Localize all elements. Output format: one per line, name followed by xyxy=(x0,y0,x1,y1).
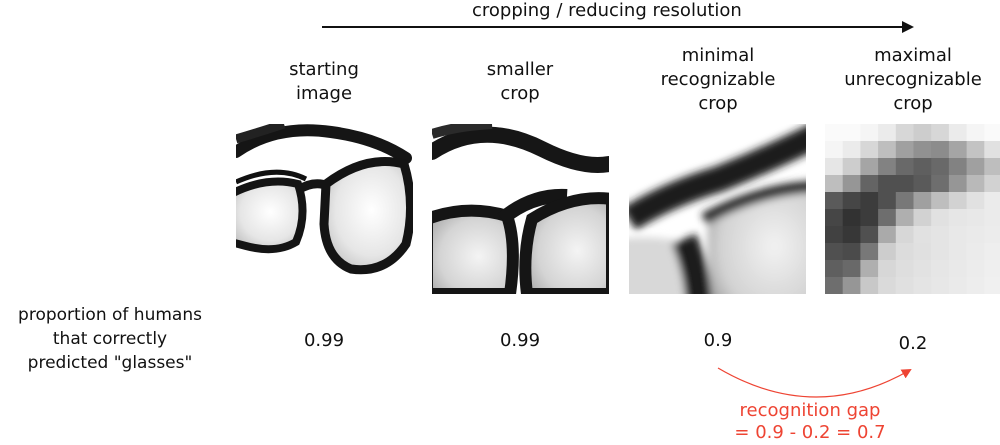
glasses-image-minimal-recognizable-crop xyxy=(629,124,806,294)
column-label-smaller-crop: smaller crop xyxy=(486,59,554,104)
column-label-minimal-recognizable-crop: minimal recognizable crop xyxy=(660,45,776,114)
value-starting-image: 0.99 xyxy=(303,330,345,351)
recognition-gap-arrow xyxy=(717,367,912,398)
row-label-human-accuracy: proportion of humans that correctly pred… xyxy=(18,305,202,373)
recognition-gap-label: recognition gap = 0.9 - 0.2 = 0.7 xyxy=(734,400,886,443)
glasses-image-maximal-unrecognizable-crop xyxy=(825,124,1000,294)
value-maximal-unrecognizable-crop: 0.2 xyxy=(898,333,928,354)
value-minimal-recognizable-crop: 0.9 xyxy=(703,330,733,351)
process-label: cropping / reducing resolution xyxy=(472,0,742,21)
column-label-maximal-unrecognizable-crop: maximal unrecognizable crop xyxy=(844,45,982,114)
glasses-image-starting xyxy=(236,124,413,294)
column-label-starting-image: starting image xyxy=(289,59,359,104)
value-smaller-crop: 0.99 xyxy=(499,330,541,351)
glasses-image-smaller-crop xyxy=(432,124,609,294)
